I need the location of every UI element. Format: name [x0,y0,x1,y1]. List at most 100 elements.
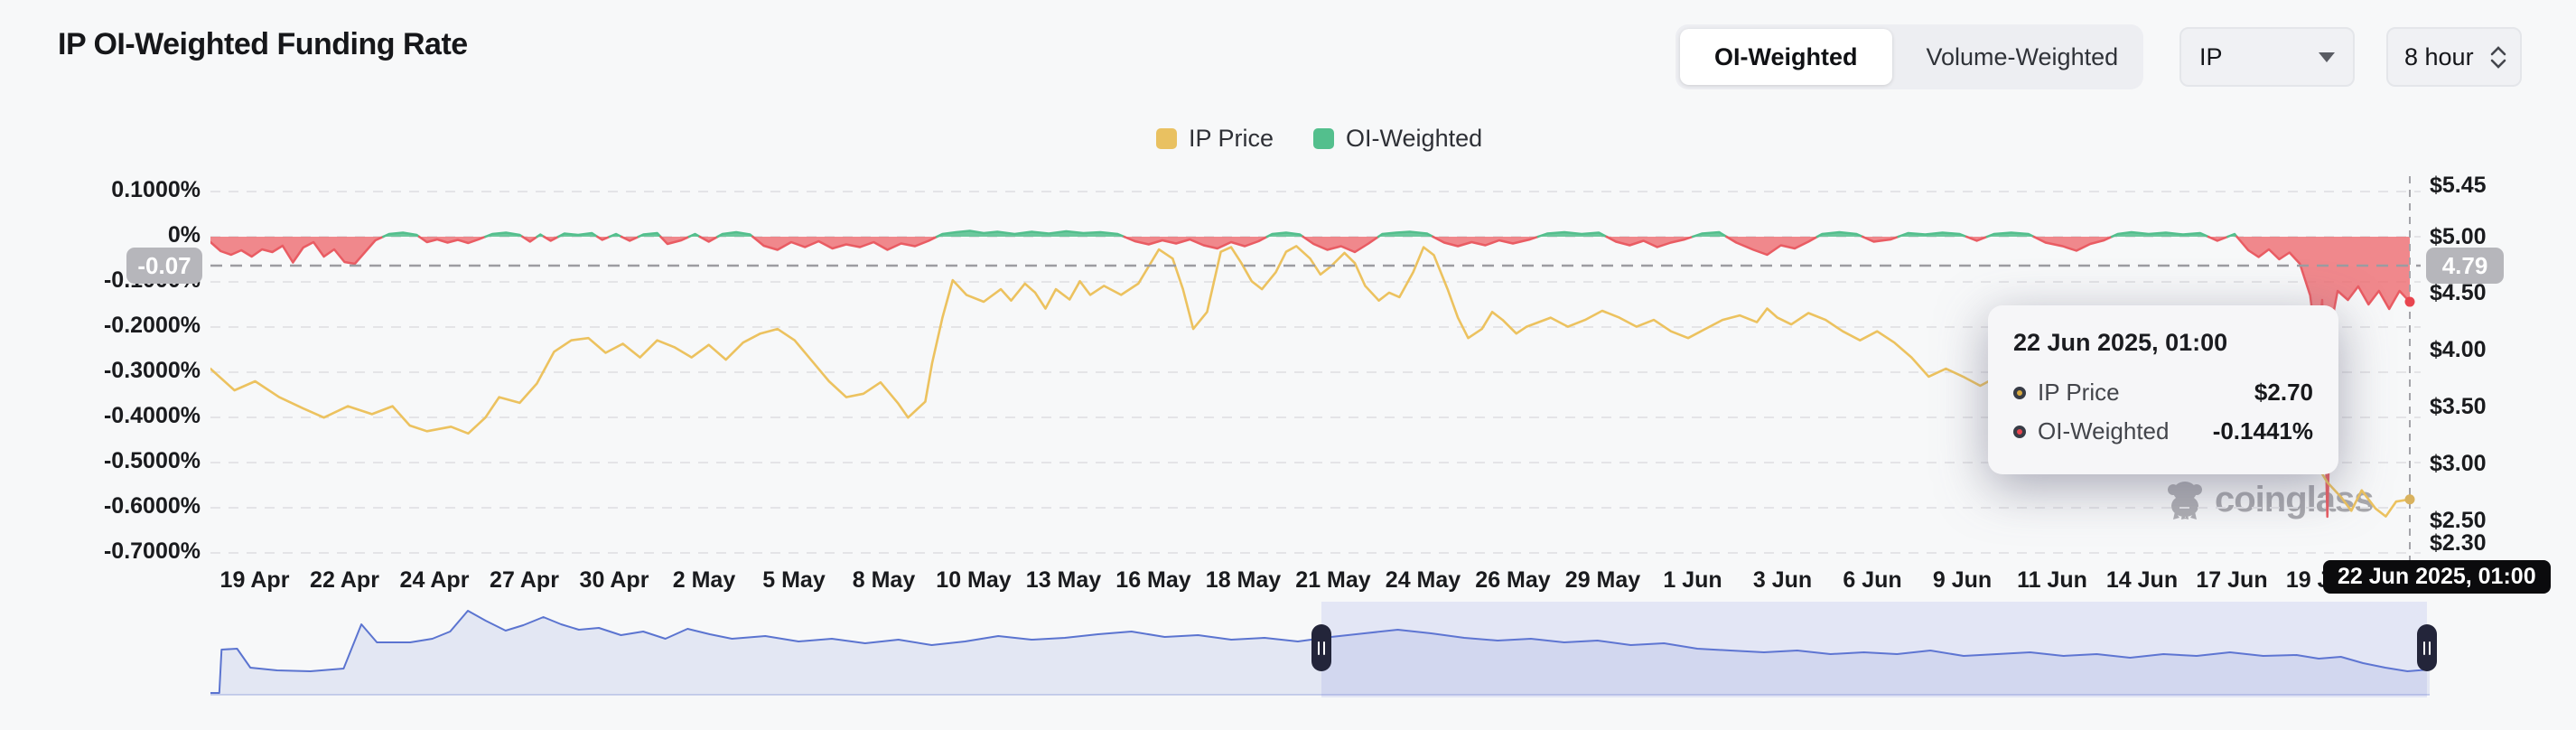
funding-area-segment [1726,237,1817,255]
x-axis-tick: 9 Jun [1932,567,1993,593]
left-axis-tick: -0.6000% [103,493,201,519]
legend-label: OI-Weighted [1346,125,1483,152]
x-axis-tick: 26 May [1475,567,1551,593]
right-axis-tick: $5.00 [2430,223,2487,249]
chevron-down-icon [2319,51,2335,62]
x-axis-tick: 10 May [936,567,1012,593]
funding-line-segment [2110,230,2210,239]
legend-swatch-icon [1313,128,1335,149]
x-axis-tick: 13 May [1025,567,1102,593]
left-axis-tick: -0.7000% [103,538,201,564]
legend-item-ip-price[interactable]: IP Price [1156,125,1274,153]
left-axis-tick: 0.1000% [111,177,201,202]
funding-area-segment [2236,237,2410,517]
symbol-select-value: IP [2199,42,2223,70]
right-axis-tick: $4.00 [2430,337,2487,363]
funding-line-segment [620,235,640,242]
funding-line-segment [687,232,702,239]
weighting-segmented-control: OI-Weighted Volume-Weighted [1675,24,2143,89]
left-axis-tick: -0.5000% [103,448,201,473]
legend-item-oi-weighted[interactable]: OI-Weighted [1313,125,1482,153]
funding-hover-dot [2404,296,2415,307]
right-axis-tick: $5.45 [2430,173,2487,198]
legend-label: IP Price [1189,125,1274,152]
funding-area-segment [752,237,938,250]
funding-line-segment [1265,231,1304,239]
funding-line-segment [521,235,538,243]
x-axis-tick: 19 Apr [219,567,290,593]
funding-area-segment [1124,237,1267,248]
funding-area-segment [937,230,1125,237]
funding-line-segment [1691,230,1728,239]
funding-line-segment [556,231,599,239]
tooltip-series-value: -0.1441% [2212,417,2313,445]
funding-line-segment [1536,230,1608,239]
left-axis-tick: -0.3000% [103,358,201,383]
coinglass-logo-icon [2168,482,2202,519]
funding-line-segment [1815,230,1864,239]
x-axis-tick: 17 Jun [2196,567,2268,593]
funding-area-segment [660,237,689,244]
funding-line-segment [2207,235,2229,242]
x-axis-tick: 3 Jun [1752,567,1813,593]
navigator-left-handle[interactable] [1311,624,1331,671]
chart-tooltip: 22 Jun 2025, 01:00 IP Price $2.70 OI-Weigh… [1988,305,2338,474]
funding-line-segment [1965,235,1989,242]
x-axis-tick: 16 May [1115,567,1191,593]
funding-line-segment [1605,235,1694,248]
funding-line-segment [1861,235,1899,243]
funding-area-segment [1433,237,1538,247]
funding-line-segment [936,229,1125,239]
funding-line-segment [1432,235,1540,248]
watermark-text: coinglass [2215,479,2375,519]
interval-select[interactable]: 8 hour [2386,27,2522,87]
tooltip-date: 22 Jun 2025, 01:00 [2013,329,2228,356]
funding-line-segment [1985,231,2035,239]
navigator-line [210,610,2430,694]
x-axis-tick: 24 Apr [399,567,470,593]
tooltip-series-label: OI-Weighted [2038,417,2170,445]
x-axis-tick: 14 Jun [2105,567,2179,593]
x-axis-tick: 6 Jun [1843,567,1902,593]
x-axis-tick: 24 May [1385,567,1461,593]
funding-line-segment [382,231,421,239]
left-axis-tick: -0.2000% [103,313,201,338]
funding-area-segment [419,237,486,243]
tooltip-series-value: $2.70 [2254,379,2313,406]
left-axis-tick: 0% [167,222,201,248]
funding-area-segment [383,232,420,237]
legend: IP Price OI-Weighted [1156,125,1482,153]
main-chart-canvas[interactable] [210,172,2421,562]
symbol-select[interactable]: IP [2179,27,2355,87]
right-axis-tick: $2.30 [2430,530,2487,556]
tooltip-row: OI-Weighted -0.1441% [2013,417,2313,445]
funding-line-segment [751,235,938,251]
segmented-option-volume-weighted[interactable]: Volume-Weighted [1926,43,2119,70]
x-axis-tick: 27 Apr [490,567,559,593]
funding-area-segment [485,232,523,237]
x-axis-tick: 29 May [1564,567,1641,593]
funding-area-segment [717,232,753,237]
x-axis-tick: 2 May [672,567,736,593]
up-down-chevrons-icon [2489,45,2507,70]
funding-line-segment [716,230,754,239]
funding-line-segment [1897,231,1968,239]
funding-line-segment [698,235,719,243]
funding-area-segment [2033,237,2113,251]
navigator-right-handle[interactable] [2417,624,2437,671]
funding-line-segment [210,235,385,266]
x-axis-tick: 18 May [1205,567,1282,593]
navigator-selected-range[interactable] [1321,602,2427,697]
funding-line-segment [637,231,662,239]
coinglass-watermark: coinglass [2164,479,2375,520]
x-axis-tick: 21 May [1295,567,1371,593]
funding-line-segment [659,235,691,246]
funding-line-segment [2226,232,2238,239]
funding-line-segment [1377,230,1434,239]
right-axis-tick: $2.50 [2430,507,2487,533]
x-axis-tick: 11 Jun [2017,567,2087,593]
x-axis-tick: 22 Apr [310,567,379,593]
series-marker-icon [2013,425,2026,438]
funding-line-segment [1725,235,1819,257]
segmented-option-oi-weighted[interactable]: OI-Weighted [1680,29,1892,85]
